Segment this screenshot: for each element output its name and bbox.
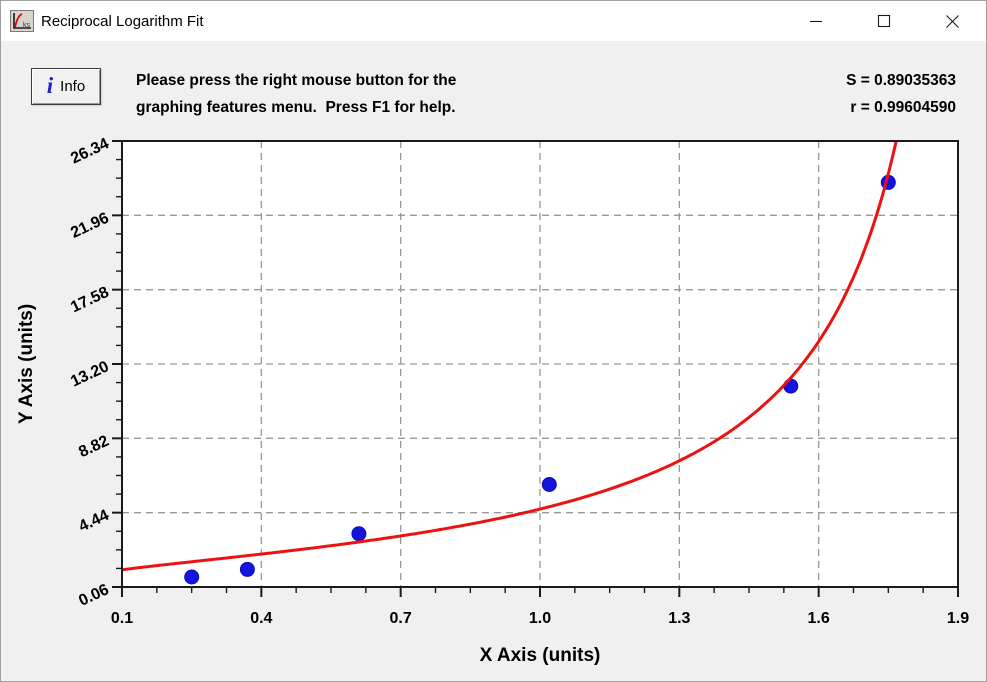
x-tick-label: 0.7	[390, 610, 412, 627]
stat-r: r = 0.99604590	[850, 99, 956, 116]
window-title: Reciprocal Logarithm Fit	[41, 12, 204, 30]
titlebar: ks Reciprocal Logarithm Fit	[1, 1, 986, 41]
instructions-line-2: graphing features menu. Press F1 for hel…	[136, 99, 456, 116]
close-button[interactable]	[918, 1, 986, 41]
fit-curve	[121, 140, 898, 572]
y-tick-label: 8.82	[76, 433, 111, 462]
y-tick-label: 4.44	[76, 507, 111, 536]
plot-frame	[121, 140, 959, 588]
instructions-line-1: Please press the right mouse button for …	[136, 72, 457, 89]
x-tick-label: 0.4	[250, 610, 272, 627]
info-button[interactable]: i Info	[31, 68, 101, 105]
y-axis-title: Y Axis (units)	[16, 304, 37, 424]
data-point	[239, 561, 255, 577]
fit-statistics: S = 0.89035363 r = 0.99604590	[846, 67, 956, 121]
y-tick-label: 17.58	[68, 284, 112, 316]
app-icon: ks	[10, 10, 34, 32]
minimize-icon	[810, 20, 822, 23]
y-tick-label: 13.20	[68, 358, 112, 390]
y-tick-label: 0.06	[76, 581, 111, 610]
close-icon	[945, 14, 959, 28]
info-icon: i	[46, 73, 54, 98]
x-tick-label: 1.0	[529, 610, 551, 627]
x-tick-label: 0.1	[111, 610, 133, 627]
instructions: Please press the right mouse button for …	[136, 67, 456, 121]
svg-text:ks: ks	[23, 22, 31, 29]
x-tick-label: 1.6	[808, 610, 830, 627]
data-point	[351, 526, 367, 542]
maximize-button[interactable]	[850, 1, 918, 41]
minimize-button[interactable]	[782, 1, 850, 41]
x-tick-label: 1.9	[947, 610, 969, 627]
stat-s: S = 0.89035363	[846, 72, 956, 89]
y-tick-label: 21.96	[68, 210, 112, 242]
data-point	[184, 569, 200, 585]
x-tick-label: 1.3	[668, 610, 690, 627]
info-button-label: Info	[60, 78, 86, 95]
window-controls	[782, 1, 986, 41]
data-point	[541, 477, 557, 492]
maximize-icon	[877, 14, 891, 28]
y-tick-label: 26.34	[68, 135, 112, 167]
x-axis-title: X Axis (units)	[480, 645, 601, 666]
